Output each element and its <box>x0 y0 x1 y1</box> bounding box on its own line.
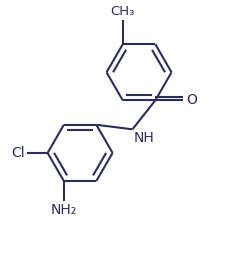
Text: NH₂: NH₂ <box>51 203 77 217</box>
Text: CH₃: CH₃ <box>111 5 135 18</box>
Text: Cl: Cl <box>12 146 25 160</box>
Text: O: O <box>186 94 197 107</box>
Text: NH: NH <box>134 131 154 144</box>
